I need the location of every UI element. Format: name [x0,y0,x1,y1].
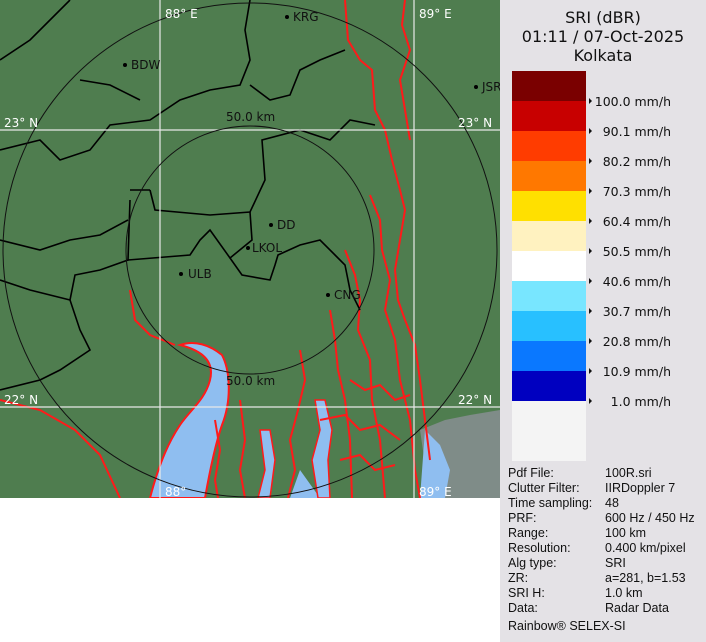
info-key: Time sampling: [508,496,593,510]
info-row: Pdf File: 100R.sri [508,466,704,481]
legend-label: 70.3 mm/h [602,184,671,199]
legend-swatch [512,311,586,341]
info-value: Radar Data [605,601,669,615]
info-value: IIRDoppler 7 [605,481,676,495]
legend-label: 1.0 mm/h [610,394,671,409]
info-key: Range: [508,526,549,540]
legend-swatch [512,101,586,131]
legend-swatch [512,191,586,221]
info-row: Resolution: 0.400 km/pixel [508,541,704,556]
info-value: 48 [605,496,619,510]
site-name: Kolkata [573,46,633,65]
legend-swatch [512,281,586,311]
legend-swatch [512,341,586,371]
info-row: Clutter Filter: IIRDoppler 7 [508,481,704,496]
legend-tick-icon [589,128,592,134]
range-ring-inner [125,125,375,375]
river-channel [311,399,333,498]
city-label: CNG [334,288,361,302]
legend-tick-icon [589,338,592,344]
lon-label: 88° [165,485,186,498]
river-channel [257,429,276,498]
lat-label: 22° N [458,393,492,407]
legend-tick-icon [589,368,592,374]
legend-label: 90.1 mm/h [602,124,671,139]
product-title: SRI (dBR) [565,8,641,27]
lat-label: 22° N [4,393,38,407]
legend-tick-icon [589,278,592,284]
footer-brand: Rainbow® SELEX-SI [508,619,626,633]
legend-below-min [512,401,586,461]
lon-label: 89° E [419,7,452,21]
info-key: Clutter Filter: [508,481,580,495]
legend-panel: SRI (dBR) 01:11 / 07-Oct-2025 Kolkata 10… [500,0,706,642]
legend-tick-icon [589,188,592,194]
product-datetime: 01:11 / 07-Oct-2025 [521,27,685,46]
district-borders [0,0,376,391]
info-row: SRI H: 1.0 km [508,586,704,601]
legend-label: 60.4 mm/h [602,214,671,229]
info-row: Range: 100 km [508,526,704,541]
legend-tick-icon [589,248,592,254]
legend-swatch [512,221,586,251]
legend-label: 50.5 mm/h [602,244,671,259]
info-value: 1.0 km [605,586,643,600]
legend-swatch [512,161,586,191]
info-row: ZR: a=281, b=1.53 [508,571,704,586]
legend-label: 10.9 mm/h [602,364,671,379]
info-key: ZR: [508,571,529,585]
info-value: a=281, b=1.53 [605,571,686,585]
info-key: Data: [508,601,538,615]
legend-tick-icon [589,158,592,164]
city-label: BDW [131,58,160,72]
city-label: KRG [293,10,319,24]
legend-swatch [512,371,586,401]
info-value: SRI [605,556,626,570]
city-label: ULB [188,267,212,281]
info-row: PRF: 600 Hz / 450 Hz [508,511,704,526]
legend-tick-icon [589,308,592,314]
legend-label: 100.0 mm/h [594,94,671,109]
range-ring-outer [2,2,498,498]
info-value: 600 Hz / 450 Hz [605,511,695,525]
lon-label: 88° E [165,7,198,21]
info-row: Alg type: SRI [508,556,704,571]
info-key: Pdf File: [508,466,554,480]
legend-swatch [512,71,586,101]
range-ring-label: 50.0 km [226,110,275,124]
legend-tick-icon [589,218,592,224]
legend-label: 30.7 mm/h [602,304,671,319]
hooghly-estuary [148,342,230,498]
legend-label: 20.8 mm/h [602,334,671,349]
info-row: Time sampling: 48 [508,496,704,511]
lon-label: 89° E [419,485,452,498]
city-label: LKOL [252,241,282,255]
info-value: 100 km [605,526,646,540]
cities: KRG BDW JSR DD LKOL ULB CNG [123,10,500,302]
info-row: Data: Radar Data [508,601,704,616]
range-ring-label: 50.0 km [226,374,275,388]
legend-tick-icon [589,98,592,104]
info-key: Resolution: [508,541,571,555]
city-label: DD [277,218,295,232]
lat-label: 23° N [458,116,492,130]
legend-tick-icon [589,398,592,404]
city-label: JSR [481,80,500,94]
info-value: 100R.sri [605,466,652,480]
legend-swatch [512,251,586,281]
lat-label: 23° N [4,116,38,130]
legend-swatch [512,131,586,161]
radar-map[interactable]: 88° E 89° E 23° N 23° N 22° N 22° N 88° … [0,0,500,498]
info-key: SRI H: [508,586,545,600]
lat-lon-grid [0,0,500,498]
legend-label: 80.2 mm/h [602,154,671,169]
land-background [0,0,500,498]
info-key: PRF: [508,511,537,525]
info-value: 0.400 km/pixel [605,541,686,555]
legend-label: 40.6 mm/h [602,274,671,289]
coastal-water [290,430,450,498]
info-key: Alg type: [508,556,557,570]
